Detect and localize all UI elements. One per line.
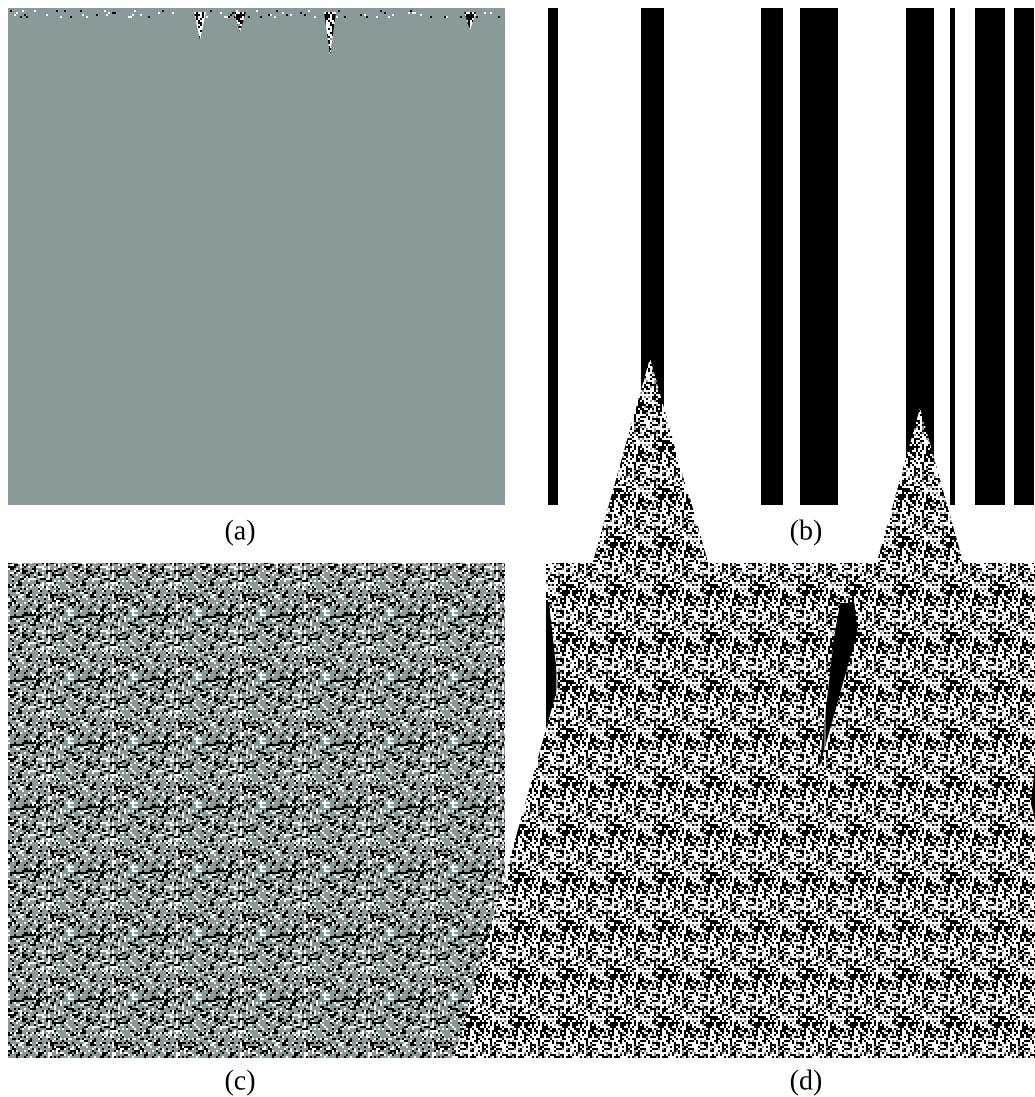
- speck: [158, 12, 160, 14]
- speck: [256, 10, 258, 12]
- speck: [114, 12, 116, 14]
- speck: [380, 10, 382, 12]
- speck: [392, 14, 394, 16]
- stripe: [548, 8, 558, 505]
- speck: [34, 10, 36, 12]
- speck: [46, 14, 48, 16]
- speck: [300, 12, 302, 14]
- speck: [232, 12, 234, 14]
- speck: [484, 12, 486, 14]
- speck: [460, 16, 462, 18]
- speck: [344, 16, 346, 18]
- page: {"panels": [{"label": "(a)"}, {"label": …: [0, 0, 1035, 1097]
- speck: [220, 12, 222, 14]
- speck: [70, 16, 72, 18]
- speck: [224, 16, 226, 18]
- speck: [112, 12, 114, 14]
- speck: [60, 16, 62, 18]
- speck: [388, 16, 390, 18]
- speck: [56, 10, 58, 12]
- stripe: [950, 8, 955, 505]
- speck: [384, 12, 386, 14]
- speck: [236, 10, 238, 12]
- speck: [86, 16, 88, 18]
- speck: [414, 12, 416, 14]
- speck: [96, 14, 98, 16]
- speck: [490, 12, 492, 14]
- speck: [108, 12, 110, 14]
- speck: [366, 16, 368, 18]
- speck: [360, 14, 362, 16]
- speck: [408, 12, 410, 14]
- panel-c-texture: [8, 563, 505, 1058]
- figure: (a) (b) (c) (d): [0, 0, 1035, 1097]
- stripe: [800, 8, 838, 505]
- speck: [228, 16, 230, 18]
- speck: [162, 10, 164, 12]
- panel-b-background: [546, 8, 1035, 505]
- speck: [130, 16, 132, 18]
- speck: [132, 14, 134, 16]
- speck: [10, 10, 12, 12]
- speck: [446, 16, 448, 18]
- speck: [80, 10, 82, 12]
- speck: [226, 16, 228, 18]
- speck: [20, 16, 22, 18]
- speck: [128, 16, 130, 18]
- speck: [420, 14, 422, 16]
- speck: [134, 10, 136, 12]
- speck: [64, 10, 66, 12]
- stripe: [1014, 8, 1034, 505]
- speck: [270, 14, 272, 16]
- panel-label: (b): [790, 515, 823, 546]
- panel-b: [546, 8, 1035, 505]
- panel-label: (a): [224, 515, 255, 546]
- speck: [14, 14, 16, 16]
- panel-label: (c): [224, 1065, 255, 1096]
- speck: [248, 16, 250, 18]
- speck: [210, 10, 212, 12]
- speck: [290, 14, 292, 16]
- speck: [304, 14, 306, 16]
- speck: [364, 14, 366, 16]
- speck: [336, 16, 338, 18]
- speck: [430, 16, 432, 18]
- speck: [106, 14, 108, 16]
- speck: [274, 16, 276, 18]
- speck: [24, 14, 26, 16]
- speck: [230, 14, 232, 16]
- speck: [140, 14, 142, 16]
- speck: [308, 10, 310, 12]
- speck: [376, 16, 378, 18]
- speck: [338, 10, 340, 12]
- speck: [286, 14, 288, 16]
- speck: [268, 14, 270, 16]
- panel-a: [8, 8, 505, 505]
- speck: [276, 10, 278, 12]
- speck: [26, 16, 28, 18]
- speck: [410, 10, 412, 12]
- speck: [104, 10, 106, 12]
- speck: [172, 12, 174, 14]
- stripe: [975, 8, 1005, 505]
- speck: [476, 16, 478, 18]
- panel-c: [8, 563, 505, 1058]
- panel-label: (d): [790, 1065, 823, 1096]
- speck: [148, 16, 150, 18]
- panel-a-background: [8, 8, 505, 505]
- stripe: [761, 8, 783, 505]
- speck: [16, 12, 18, 14]
- speck: [282, 12, 284, 14]
- speck: [82, 14, 84, 16]
- speck: [412, 12, 414, 14]
- speck: [444, 16, 446, 18]
- speck: [314, 16, 316, 18]
- speck: [260, 16, 262, 18]
- speck: [498, 16, 500, 18]
- speck: [22, 10, 24, 12]
- speck: [206, 16, 208, 18]
